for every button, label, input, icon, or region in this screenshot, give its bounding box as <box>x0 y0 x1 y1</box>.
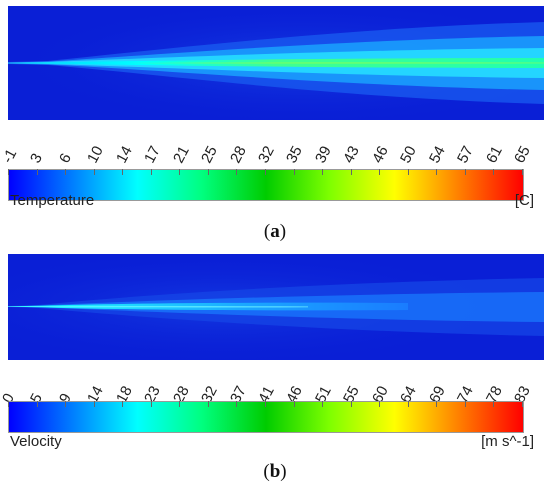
scale-tick <box>65 401 67 407</box>
caption-b: (b) <box>263 461 287 482</box>
scale-tick <box>36 401 38 407</box>
scale-tick <box>350 169 352 175</box>
scale-tick <box>522 401 523 407</box>
scale-tick <box>36 169 38 175</box>
scale-tick <box>265 401 266 407</box>
scale-tick <box>8 169 9 175</box>
scale-tick <box>322 401 324 407</box>
temperature-label: Temperature <box>10 192 95 209</box>
panel-b: 0 5 9 14 18 23 28 32 37 41 46 51 55 60 64 69 74 78 83 Velo… <box>0 250 550 492</box>
scale-tick <box>436 401 438 407</box>
velocity-label: Velocity <box>10 433 62 450</box>
scale-tick <box>8 401 9 407</box>
caption-a: (a) <box>263 221 287 242</box>
scale-tick <box>207 169 209 175</box>
scale-tick <box>293 169 295 175</box>
scale-tick <box>493 401 495 407</box>
scale-tick <box>407 401 409 407</box>
scale-tick <box>464 169 466 175</box>
scale-tick <box>265 169 266 175</box>
scale-tick <box>379 401 381 407</box>
scale-tick <box>436 169 438 175</box>
scale-tick <box>350 401 352 407</box>
scale-tick <box>407 169 409 175</box>
scale-tick <box>179 401 181 407</box>
scale-tick <box>207 401 209 407</box>
scale-tick <box>322 169 324 175</box>
scale-tick <box>93 401 95 407</box>
temperature-contour-field <box>8 6 544 120</box>
velocity-scale-ticks <box>8 401 523 407</box>
scale-tick <box>493 169 495 175</box>
scale-tick <box>522 169 523 175</box>
scale-tick <box>464 401 466 407</box>
scale-tick <box>150 401 152 407</box>
scale-tick <box>236 169 238 175</box>
scale-tick <box>65 169 67 175</box>
temperature-tick-labels: -1 3 6 10 14 17 21 25 28 32 35 39 43 46 50 54 57 61 65 <box>0 143 534 166</box>
scale-tick <box>122 401 124 407</box>
scale-tick <box>93 169 95 175</box>
scale-tick <box>236 401 238 407</box>
panel-a: -1 3 6 10 14 17 21 25 28 32 35 39 43 46 50 54 57 61 65 Tem… <box>0 6 544 242</box>
scale-tick <box>379 169 381 175</box>
velocity-unit: [m s^-1] <box>481 433 534 450</box>
scale-tick <box>122 169 124 175</box>
temperature-unit: [C] <box>514 192 534 209</box>
scale-tick <box>293 401 295 407</box>
velocity-contour-field <box>8 254 544 360</box>
scale-tick <box>179 169 181 175</box>
scale-tick <box>150 169 152 175</box>
temperature-scale-ticks <box>8 169 523 175</box>
